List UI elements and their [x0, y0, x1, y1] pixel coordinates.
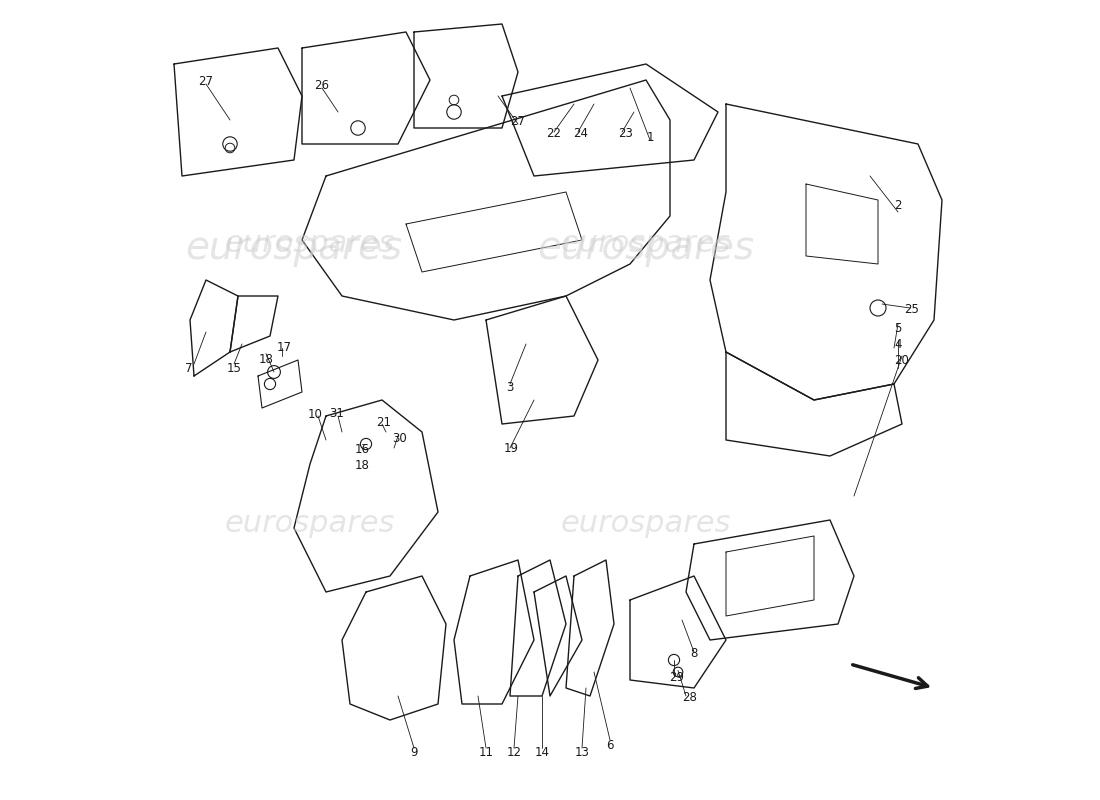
Text: 21: 21 — [376, 416, 392, 429]
Text: 10: 10 — [308, 408, 323, 421]
Text: 8: 8 — [691, 647, 697, 660]
Text: 22: 22 — [547, 127, 561, 140]
Text: 28: 28 — [683, 691, 697, 704]
Text: eurospares: eurospares — [561, 230, 732, 258]
Text: 9: 9 — [410, 746, 418, 758]
Text: 26: 26 — [315, 79, 330, 92]
Text: 15: 15 — [227, 362, 241, 374]
Text: 6: 6 — [606, 739, 614, 752]
Text: 12: 12 — [506, 746, 521, 758]
Text: 29: 29 — [669, 671, 684, 684]
Text: 1: 1 — [647, 131, 653, 144]
Text: 27: 27 — [510, 115, 526, 128]
Text: 31: 31 — [329, 407, 344, 420]
Text: 4: 4 — [894, 338, 902, 350]
Text: 25: 25 — [904, 303, 918, 316]
Text: 7: 7 — [185, 362, 192, 374]
Text: 19: 19 — [504, 442, 519, 454]
Text: 16: 16 — [354, 443, 370, 456]
Text: 17: 17 — [277, 341, 292, 354]
Text: 13: 13 — [574, 746, 590, 758]
Text: eurospares: eurospares — [561, 510, 732, 538]
Text: 14: 14 — [535, 746, 550, 758]
Text: eurospares: eurospares — [224, 510, 395, 538]
Text: 27: 27 — [198, 75, 213, 88]
Text: eurospares: eurospares — [224, 230, 395, 258]
Text: 20: 20 — [894, 354, 910, 367]
Text: 2: 2 — [894, 199, 902, 212]
Text: eurospares: eurospares — [186, 229, 403, 267]
Text: 18: 18 — [354, 459, 370, 472]
Text: eurospares: eurospares — [538, 229, 755, 267]
Text: 5: 5 — [894, 322, 902, 334]
Text: 3: 3 — [506, 381, 514, 394]
Text: 24: 24 — [573, 127, 587, 140]
Text: 18: 18 — [258, 354, 274, 366]
Text: 23: 23 — [618, 127, 634, 140]
Text: 30: 30 — [393, 432, 407, 445]
Text: 11: 11 — [478, 746, 494, 758]
